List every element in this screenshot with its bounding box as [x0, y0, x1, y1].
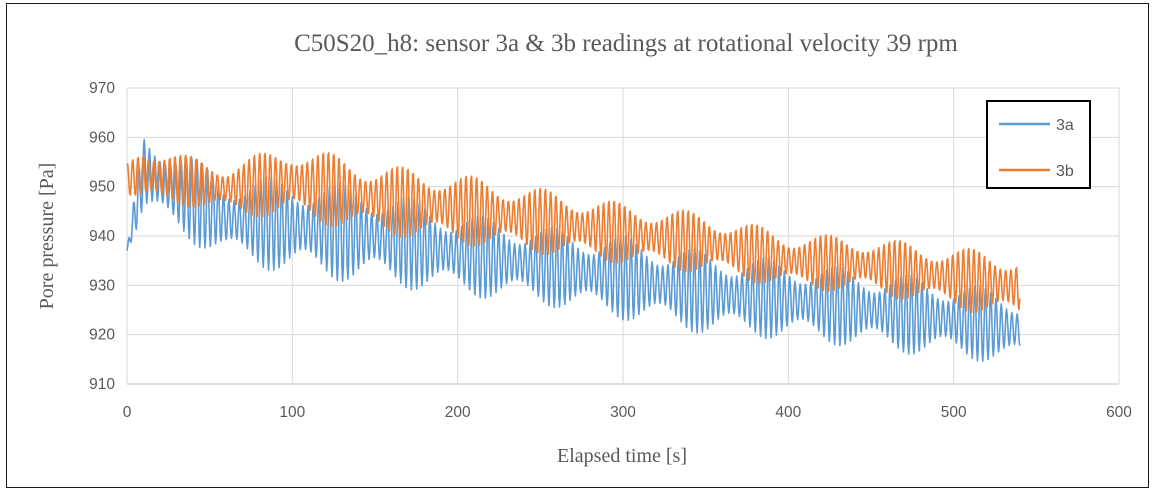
- series-line-3a: [126, 138, 1021, 362]
- y-tick-label: 940: [89, 228, 115, 245]
- x-axis-label: Elapsed time [s]: [557, 445, 687, 467]
- y-tick-label: 960: [89, 129, 115, 146]
- x-tick-label: 0: [123, 404, 132, 421]
- y-tick-label: 970: [89, 80, 115, 97]
- y-tick-labels: 910 920 930 940 950 960 970: [89, 80, 115, 393]
- y-axis-label: Pore pressure [Pa]: [36, 163, 58, 310]
- chart-title: C50S20_h8: sensor 3a & 3b readings at ro…: [294, 30, 958, 57]
- series-line-3b: [126, 152, 1021, 314]
- legend-label-3a: 3a: [1056, 117, 1074, 134]
- y-tick-label: 930: [89, 277, 115, 294]
- legend-box: [986, 100, 1091, 189]
- legend-label-3b: 3b: [1056, 163, 1074, 180]
- x-tick-labels: 0 100 200 300 400 500 600: [123, 404, 1133, 421]
- x-tick-label: 100: [279, 404, 305, 421]
- series-lines: [126, 138, 1021, 362]
- y-tick-label: 920: [89, 327, 115, 344]
- x-tick-label: 600: [1106, 404, 1132, 421]
- legend: 3a 3b: [986, 100, 1091, 189]
- x-tick-label: 300: [610, 404, 636, 421]
- y-tick-label: 950: [89, 179, 115, 196]
- x-tick-label: 500: [941, 404, 967, 421]
- x-tick-label: 200: [445, 404, 471, 421]
- chart-frame: [6, 3, 1149, 488]
- y-tick-label: 910: [89, 376, 115, 393]
- x-tick-label: 400: [775, 404, 801, 421]
